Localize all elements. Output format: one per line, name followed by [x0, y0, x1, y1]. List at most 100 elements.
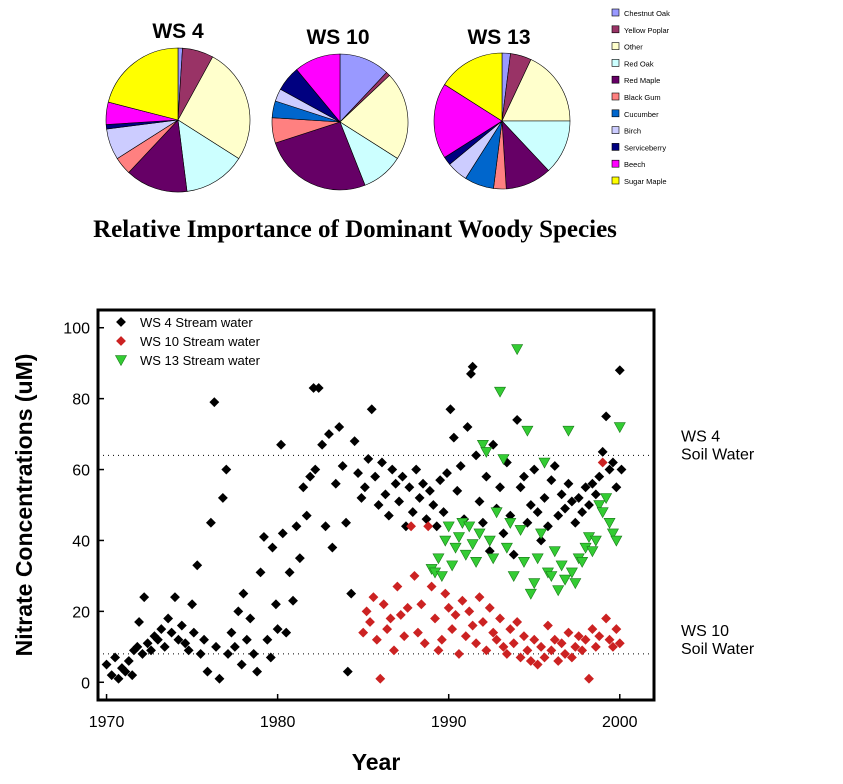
data-point	[613, 422, 626, 434]
data-point	[308, 383, 319, 393]
pie-title-ws4: WS 4	[152, 20, 204, 43]
data-point	[474, 496, 485, 507]
data-point	[553, 656, 564, 666]
pie-legend-swatch	[611, 126, 620, 134]
data-point	[494, 386, 507, 398]
pie-legend-label: Birch	[624, 127, 641, 136]
pie-legend-swatch	[611, 109, 620, 118]
data-point	[327, 542, 338, 553]
data-point	[123, 656, 134, 666]
data-point	[440, 588, 451, 599]
data-point	[176, 620, 187, 631]
data-point	[401, 521, 411, 532]
data-point	[418, 478, 428, 489]
data-point	[481, 645, 492, 656]
data-point	[580, 634, 591, 645]
data-point	[429, 567, 442, 579]
data-point	[450, 609, 461, 620]
data-point	[454, 648, 464, 659]
data-point	[473, 528, 486, 540]
data-point	[519, 471, 529, 482]
data-point	[149, 631, 160, 642]
data-point	[341, 517, 351, 528]
data-point	[467, 620, 478, 631]
data-point	[262, 634, 273, 645]
data-point	[594, 631, 605, 642]
data-point	[447, 624, 458, 635]
data-point	[532, 507, 543, 518]
data-point	[490, 507, 503, 519]
data-point	[611, 624, 622, 635]
data-point	[389, 645, 399, 656]
data-point	[414, 492, 425, 503]
data-point	[579, 542, 592, 554]
data-point	[559, 574, 572, 586]
x-tick-label: 2000	[602, 714, 638, 731]
data-point	[497, 454, 510, 466]
data-point	[470, 557, 483, 568]
data-point	[236, 659, 247, 670]
data-point	[425, 564, 438, 575]
data-point	[498, 641, 509, 652]
data-point	[511, 344, 524, 356]
data-point	[563, 627, 574, 638]
data-point	[363, 453, 374, 464]
pie-legend-label: Other	[624, 43, 643, 52]
species-pie-charts: WS 4 WS 10 WS 13 Chestnut Oak Yellow Popl…	[105, 8, 670, 193]
data-point	[531, 553, 544, 565]
data-point	[248, 648, 259, 659]
data-point	[459, 514, 470, 525]
data-point	[428, 500, 439, 510]
y-axis-title: Nitrate Concentrations (uM)	[11, 354, 37, 657]
data-point	[587, 478, 598, 489]
data-point	[477, 517, 488, 528]
data-point	[411, 464, 422, 475]
data-point	[353, 468, 363, 479]
data-point	[205, 517, 216, 528]
data-point	[524, 588, 537, 600]
ref-label-line2: Soil Water	[681, 446, 755, 463]
data-point	[392, 581, 403, 592]
data-point	[604, 634, 615, 645]
data-point	[356, 492, 367, 503]
data-point	[504, 518, 517, 529]
data-point	[528, 578, 541, 590]
pie-legend-label: Beech	[624, 160, 645, 169]
data-point	[466, 539, 479, 551]
data-point	[101, 659, 112, 670]
data-point	[252, 666, 263, 677]
data-point	[488, 627, 499, 638]
legend-marker	[116, 317, 126, 327]
data-point	[202, 666, 213, 677]
data-point	[132, 641, 143, 652]
data-point	[424, 485, 435, 496]
data-point	[556, 489, 567, 500]
y-tick-label: 20	[72, 604, 90, 621]
data-point	[421, 514, 432, 525]
data-point	[443, 602, 454, 613]
pie-legend-swatch	[611, 59, 620, 67]
data-point	[515, 652, 526, 663]
data-point	[399, 631, 410, 642]
data-point	[139, 592, 150, 603]
data-point	[577, 507, 588, 518]
data-point	[346, 588, 357, 599]
data-point	[359, 482, 370, 493]
data-point	[406, 521, 416, 532]
data-point	[491, 634, 502, 645]
data-point	[432, 553, 445, 565]
data-point	[361, 606, 372, 617]
data-point	[548, 546, 561, 558]
data-point	[600, 493, 613, 505]
data-point	[505, 624, 516, 635]
data-point	[616, 464, 627, 475]
data-point	[541, 567, 554, 579]
data-point	[211, 641, 221, 652]
data-point	[395, 609, 406, 620]
pie-slice	[501, 59, 571, 122]
data-point	[383, 510, 394, 521]
x-tick-label: 1980	[260, 714, 296, 731]
data-point	[545, 571, 558, 583]
data-point	[522, 645, 533, 656]
data-point	[515, 482, 526, 493]
